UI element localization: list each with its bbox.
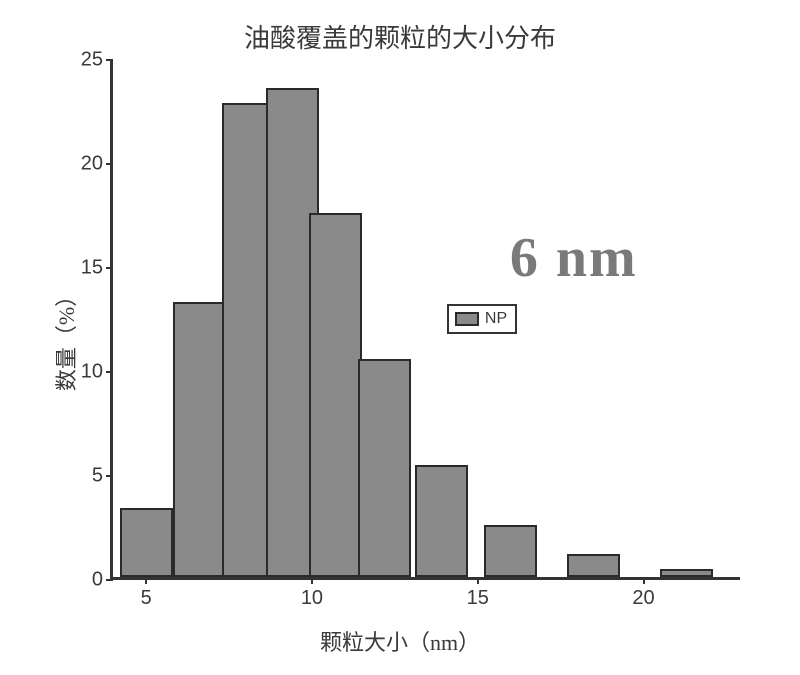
x-axis-label: 颗粒大小（nm） xyxy=(0,625,800,657)
y-tick-mark xyxy=(106,163,113,165)
x-tick-mark xyxy=(145,577,147,584)
size-annotation: 6 nm xyxy=(510,226,638,290)
histogram-bar xyxy=(415,465,468,577)
histogram-bar xyxy=(120,508,173,577)
legend-swatch xyxy=(455,312,479,326)
plot-area: NP 6 nm 05101520255101520 xyxy=(110,60,740,580)
histogram-figure: 油酸覆盖的颗粒的大小分布 数量（%） 颗粒大小（nm） NP 6 nm 0510… xyxy=(0,0,800,675)
histogram-bar xyxy=(173,302,226,577)
y-tick-mark xyxy=(106,579,113,581)
legend: NP xyxy=(447,304,517,334)
x-tick-mark xyxy=(311,577,313,584)
legend-label: NP xyxy=(485,310,507,328)
histogram-bar xyxy=(660,569,713,577)
histogram-bar xyxy=(567,554,620,577)
y-tick-mark xyxy=(106,371,113,373)
histogram-bar xyxy=(484,525,537,577)
histogram-bar xyxy=(358,359,411,577)
x-tick-mark xyxy=(477,577,479,584)
y-tick-mark xyxy=(106,475,113,477)
y-tick-mark xyxy=(106,59,113,61)
histogram-bar xyxy=(309,213,362,577)
chart-title: 油酸覆盖的颗粒的大小分布 xyxy=(0,18,800,55)
x-tick-mark xyxy=(643,577,645,584)
y-tick-mark xyxy=(106,267,113,269)
y-axis-label: 数量（%） xyxy=(49,284,81,390)
